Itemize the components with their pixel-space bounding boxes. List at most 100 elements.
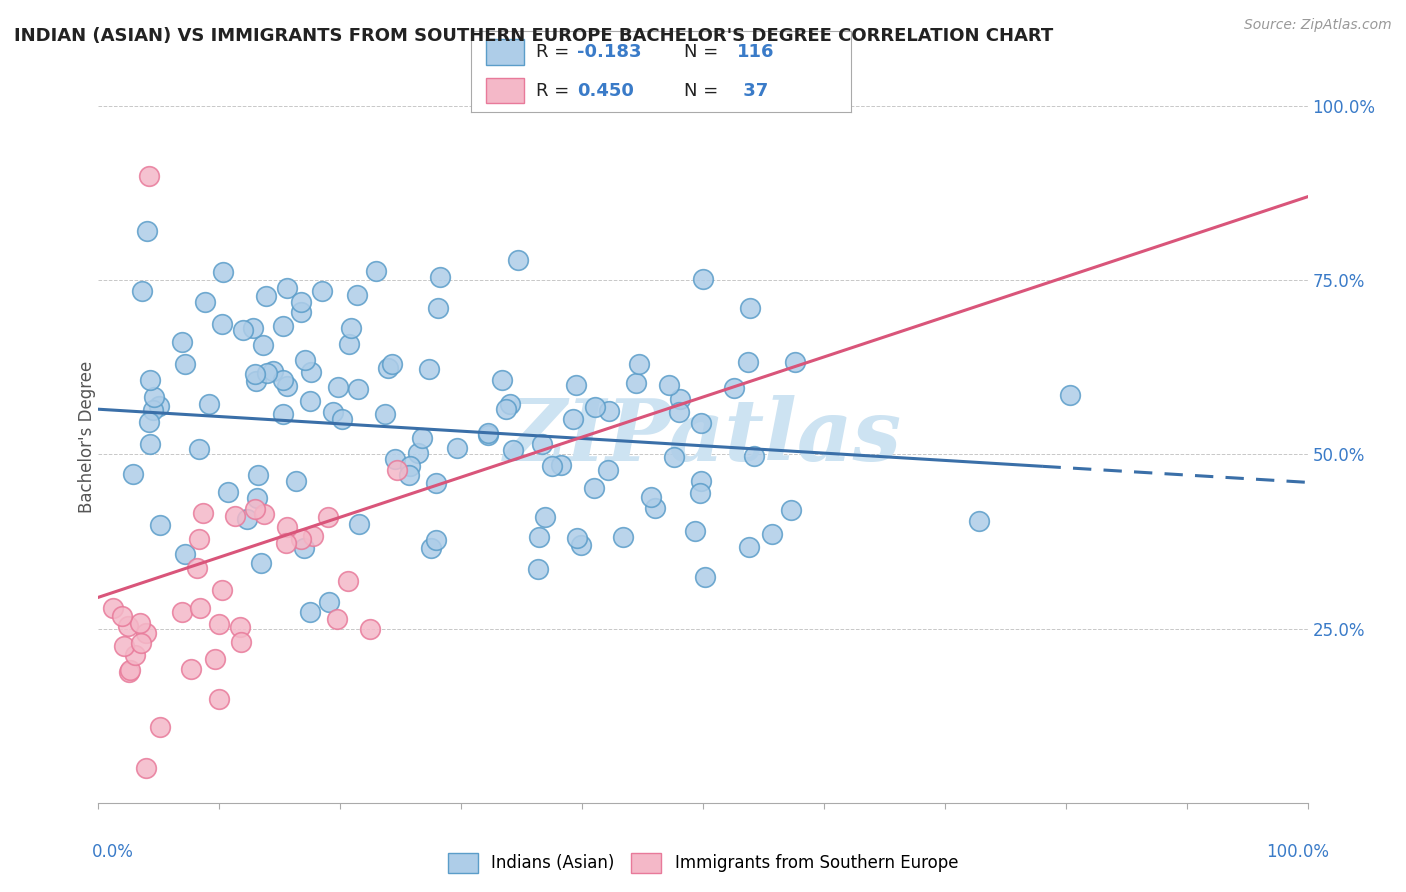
Point	[142, 403, 165, 417]
Point	[290, 294, 312, 309]
Point	[208, 692, 231, 706]
Point	[377, 360, 399, 375]
Point	[129, 615, 152, 630]
Point	[188, 532, 211, 546]
Point	[290, 305, 312, 319]
Point	[662, 450, 685, 465]
Point	[531, 436, 554, 450]
Point	[142, 390, 165, 404]
Point	[276, 379, 298, 393]
Point	[384, 452, 406, 467]
Point	[689, 486, 711, 500]
Bar	[486, 39, 524, 65]
Point	[170, 605, 193, 619]
Point	[211, 582, 233, 597]
Point	[131, 284, 153, 298]
Point	[495, 402, 517, 417]
Point	[299, 366, 322, 380]
Point	[565, 531, 588, 545]
Point	[506, 252, 529, 267]
Point	[644, 501, 666, 516]
Point	[612, 531, 634, 545]
Point	[276, 281, 298, 295]
Y-axis label: Bachelor's Degree: Bachelor's Degree	[79, 361, 96, 513]
Point	[124, 648, 146, 662]
Point	[194, 295, 217, 310]
Point	[337, 574, 360, 588]
Point	[347, 382, 370, 396]
Point	[129, 636, 152, 650]
Text: N =: N =	[683, 82, 724, 100]
Text: Source: ZipAtlas.com: Source: ZipAtlas.com	[1244, 18, 1392, 32]
Point	[211, 317, 233, 331]
Text: 0.0%: 0.0%	[91, 843, 134, 861]
Point	[411, 431, 433, 445]
Point	[491, 373, 513, 387]
Point	[212, 265, 235, 279]
Point	[271, 408, 294, 422]
Point	[340, 321, 363, 335]
Point	[527, 562, 550, 576]
Text: -0.183: -0.183	[578, 43, 641, 61]
Point	[242, 321, 264, 335]
Point	[969, 514, 991, 528]
Point	[254, 289, 277, 303]
Point	[583, 481, 606, 495]
Point	[187, 442, 209, 456]
Point	[569, 538, 592, 552]
Point	[669, 392, 692, 406]
Text: 100.0%: 100.0%	[1265, 843, 1329, 861]
Text: 116: 116	[737, 43, 775, 61]
Point	[302, 529, 325, 543]
Point	[246, 468, 269, 483]
Point	[135, 761, 157, 775]
Text: R =: R =	[536, 43, 575, 61]
Point	[349, 516, 371, 531]
Point	[738, 540, 761, 554]
Point	[186, 561, 208, 575]
Point	[253, 507, 276, 521]
Point	[374, 407, 396, 421]
Point	[149, 720, 172, 734]
Point	[1059, 388, 1081, 402]
Point	[229, 635, 252, 649]
Point	[139, 436, 162, 450]
Point	[311, 285, 333, 299]
Point	[262, 364, 284, 378]
Point	[138, 415, 160, 429]
Text: N =: N =	[683, 43, 724, 61]
Point	[318, 595, 340, 609]
Point	[499, 397, 522, 411]
Point	[325, 612, 347, 626]
Point	[398, 468, 420, 483]
Point	[271, 373, 294, 387]
Point	[101, 600, 124, 615]
Point	[149, 517, 172, 532]
Point	[204, 652, 226, 666]
Point	[276, 520, 298, 534]
Point	[173, 357, 195, 371]
Point	[690, 417, 713, 431]
Point	[385, 463, 408, 477]
Point	[429, 270, 451, 285]
Point	[172, 334, 194, 349]
Point	[406, 445, 429, 459]
Point	[138, 169, 160, 183]
Point	[284, 474, 307, 488]
Point	[540, 458, 562, 473]
Point	[346, 288, 368, 302]
Point	[276, 536, 298, 550]
Point	[418, 362, 440, 376]
Point	[322, 405, 344, 419]
Point	[122, 467, 145, 482]
Text: ZIPatlas: ZIPatlas	[503, 395, 903, 479]
Point	[111, 609, 134, 624]
Point	[118, 663, 141, 677]
Point	[685, 524, 707, 539]
Point	[658, 377, 681, 392]
Point	[318, 509, 340, 524]
Point	[761, 527, 783, 541]
Point	[742, 450, 765, 464]
Point	[245, 374, 267, 388]
Point	[112, 639, 135, 653]
